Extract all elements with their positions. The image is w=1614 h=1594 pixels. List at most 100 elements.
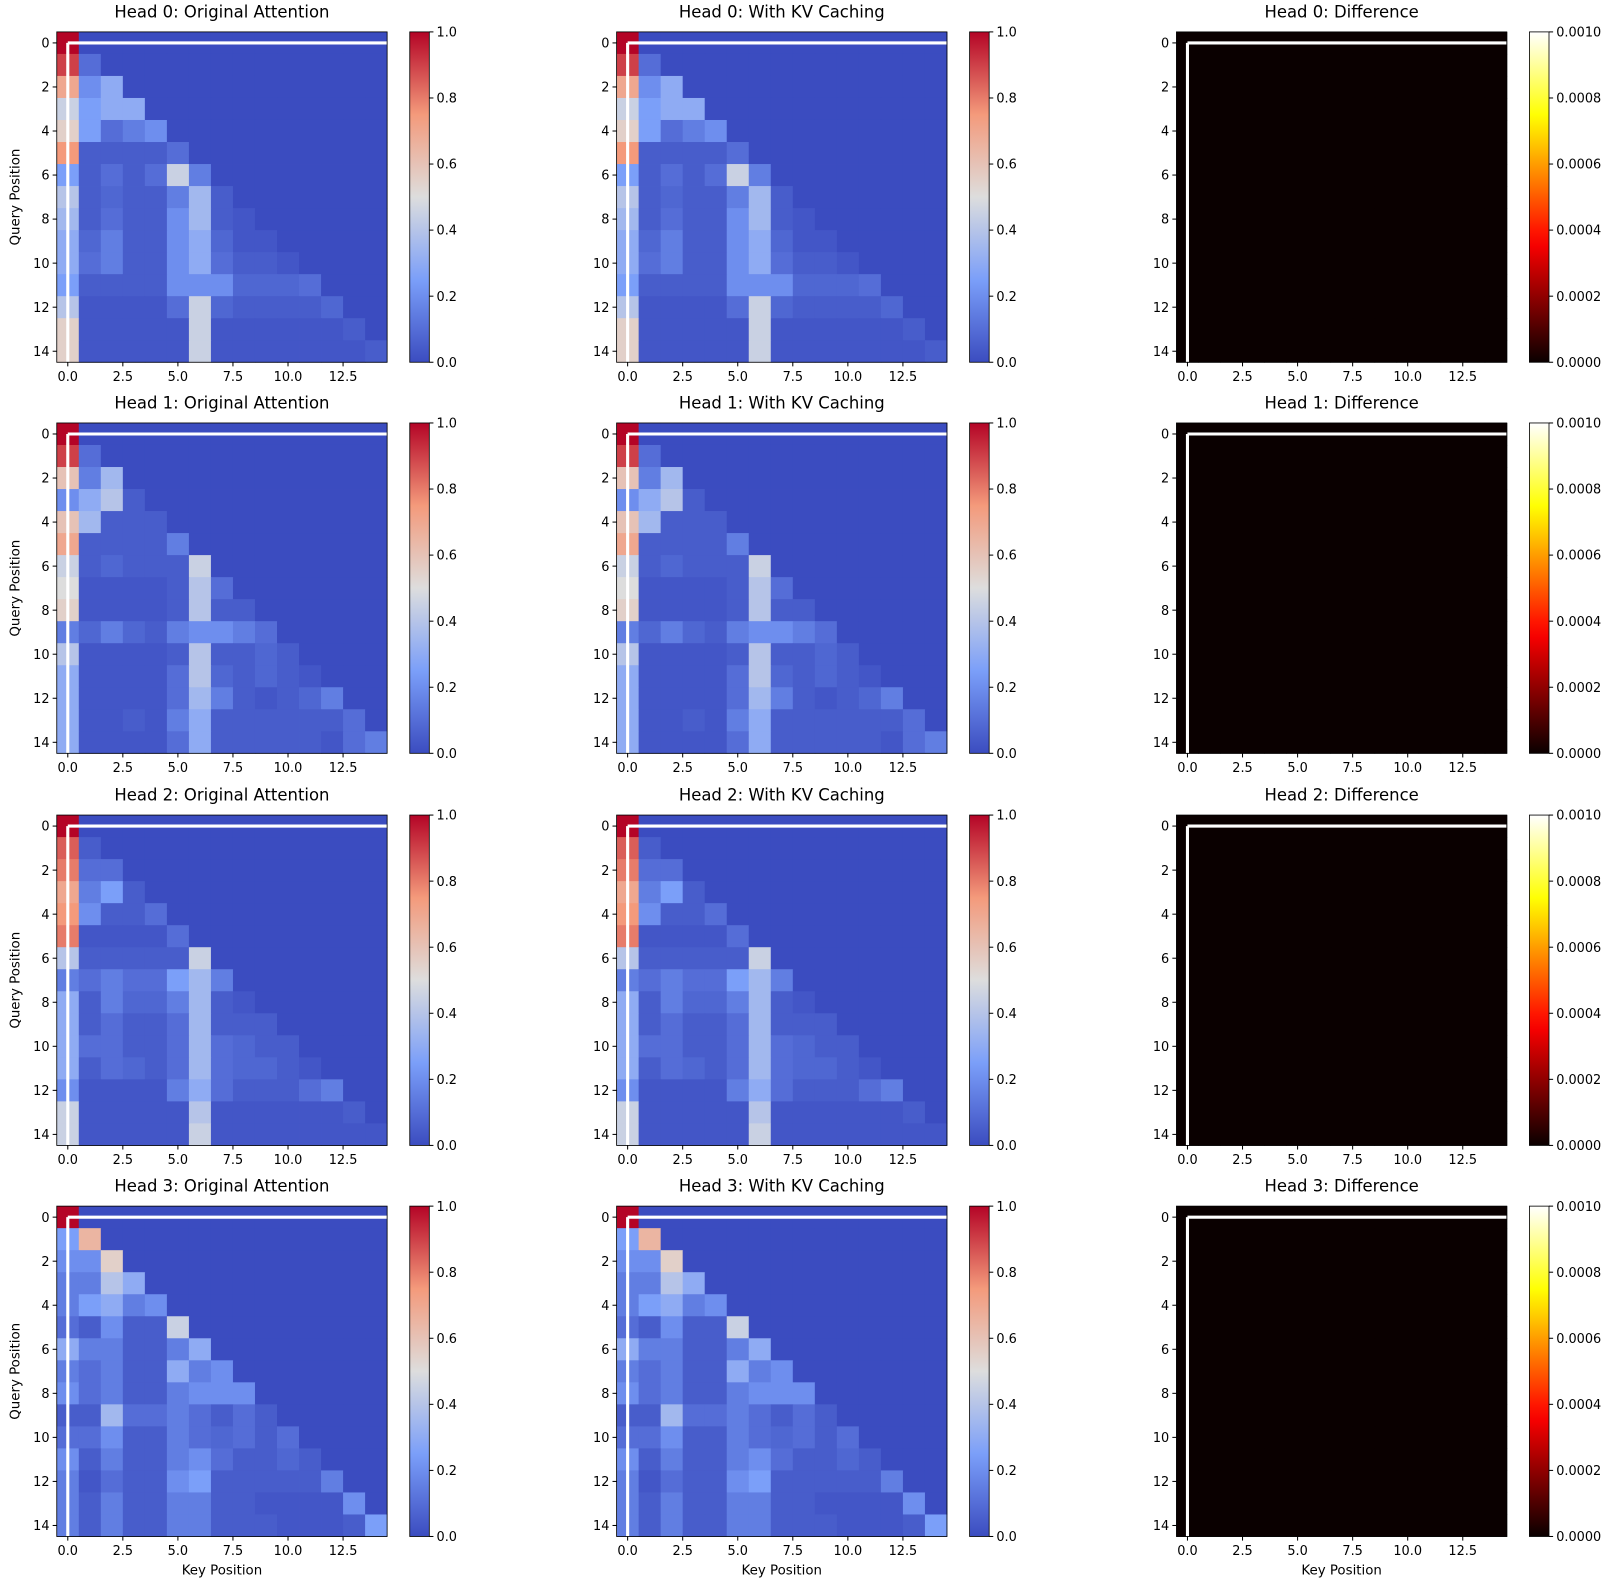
heatmap-cell <box>122 164 146 187</box>
heatmap-cell <box>299 208 322 231</box>
heatmap-cell <box>144 75 168 99</box>
heatmap-cell <box>343 1470 366 1493</box>
heatmap-cell <box>1330 1382 1354 1405</box>
heatmap-cell <box>1242 621 1265 644</box>
heatmap-cell <box>902 1316 926 1339</box>
heatmap-cell <box>1286 1079 1310 1102</box>
heatmap-cell <box>166 1426 190 1449</box>
heatmap-cell <box>1308 621 1332 644</box>
heatmap-cell <box>858 1079 882 1102</box>
heatmap-cell <box>144 1514 168 1537</box>
heatmap-cell <box>858 837 882 860</box>
heatmap-cell <box>902 164 926 187</box>
heatmap-cell <box>1264 969 1287 992</box>
heatmap-cell <box>836 837 860 860</box>
heatmap-cell <box>704 969 728 992</box>
colorbar <box>969 422 990 754</box>
heatmap-cell <box>299 1250 322 1273</box>
heatmap-cell <box>660 208 684 231</box>
heatmap-cell <box>188 577 212 600</box>
x-tick-label: 2.5 <box>1232 1153 1252 1168</box>
heatmap-cell <box>1308 252 1332 275</box>
heatmap-cell <box>1440 1035 1464 1058</box>
y-tick-label: 8 <box>1161 213 1169 228</box>
heatmap-cell <box>770 318 794 341</box>
heatmap-cell <box>748 1448 772 1471</box>
heatmap-cell <box>792 1228 816 1251</box>
heatmap-cell <box>166 296 190 319</box>
heatmap-cell <box>792 186 816 209</box>
heatmap-cell <box>299 1123 322 1146</box>
heatmap-cell <box>704 511 728 534</box>
heatmap-cell <box>748 731 772 754</box>
y-tick-label: 4 <box>1161 1299 1169 1314</box>
heatmap-cell <box>638 991 662 1014</box>
heatmap-cell <box>682 1360 706 1383</box>
y-tick-label: 8 <box>601 1387 609 1402</box>
heatmap-cell <box>1330 1404 1354 1427</box>
heatmap-cell <box>78 75 102 99</box>
heatmap-cell <box>188 991 212 1014</box>
heatmap-cell <box>254 1338 278 1361</box>
heatmap-cell <box>1330 991 1354 1014</box>
heatmap-cell <box>1462 1272 1486 1295</box>
heatmap-cell <box>277 1316 300 1339</box>
heatmap-cell <box>210 925 234 948</box>
heatmap-cell <box>210 991 234 1014</box>
heatmap-cell <box>1374 186 1398 209</box>
y-tick-label: 2 <box>1161 81 1169 96</box>
heatmap-cell <box>814 925 838 948</box>
heatmap-cell <box>277 599 300 622</box>
heatmap-cell <box>1440 252 1464 275</box>
heatmap-cell <box>704 665 728 688</box>
heatmap-cell <box>814 511 838 534</box>
heatmap-cell <box>880 1294 904 1317</box>
heatmap-cell <box>858 1272 882 1295</box>
heatmap-cell <box>210 444 234 468</box>
heatmap-cell <box>254 1079 278 1102</box>
heatmap-cell <box>188 511 212 534</box>
x-tick-label: 2.5 <box>1232 761 1252 776</box>
heatmap-cell <box>726 1338 750 1361</box>
heatmap-cell <box>1264 947 1287 970</box>
heatmap-cell <box>902 75 926 99</box>
heatmap-cell <box>1198 1013 1221 1036</box>
heatmap-cell <box>836 599 860 622</box>
heatmap-cell <box>1330 947 1354 970</box>
heatmap-cell <box>682 75 706 99</box>
heatmap-cell <box>1418 859 1442 882</box>
heatmap-cell <box>836 1404 860 1427</box>
heatmap-cell <box>770 1448 794 1471</box>
heatmap-cell <box>1330 444 1354 468</box>
heatmap-cell <box>1198 687 1221 710</box>
heatmap-cell <box>100 709 124 732</box>
heatmap-cell <box>365 991 388 1014</box>
heatmap-cell <box>704 991 728 1014</box>
heatmap-cell <box>1484 296 1508 319</box>
heatmap-cell <box>343 1514 366 1537</box>
heatmap-cell <box>188 53 212 77</box>
heatmap-cell <box>770 164 794 187</box>
heatmap-cell <box>682 555 706 578</box>
heatmap-cell <box>277 75 300 99</box>
heatmap-cell <box>726 881 750 904</box>
heatmap-cell <box>1374 444 1398 468</box>
heatmap-cell <box>1374 1013 1398 1036</box>
heatmap-cell <box>1418 296 1442 319</box>
heatmap-cell <box>1198 925 1221 948</box>
heatmap-cell <box>277 467 300 490</box>
heatmap-cell <box>1440 1404 1464 1427</box>
heatmap-cell <box>770 296 794 319</box>
heatmap-cell <box>1286 1035 1310 1058</box>
heatmap-cell <box>166 467 190 490</box>
heatmap-cell <box>166 991 190 1014</box>
heatmap-cell <box>1264 511 1287 534</box>
heatmap-cell <box>682 969 706 992</box>
heatmap-cell <box>1264 665 1287 688</box>
heatmap-cell <box>1396 903 1420 926</box>
heatmap-cell <box>232 1426 256 1449</box>
heatmap-cell <box>100 1382 124 1405</box>
heatmap-cell <box>365 577 388 600</box>
heatmap-cell <box>1220 925 1243 948</box>
